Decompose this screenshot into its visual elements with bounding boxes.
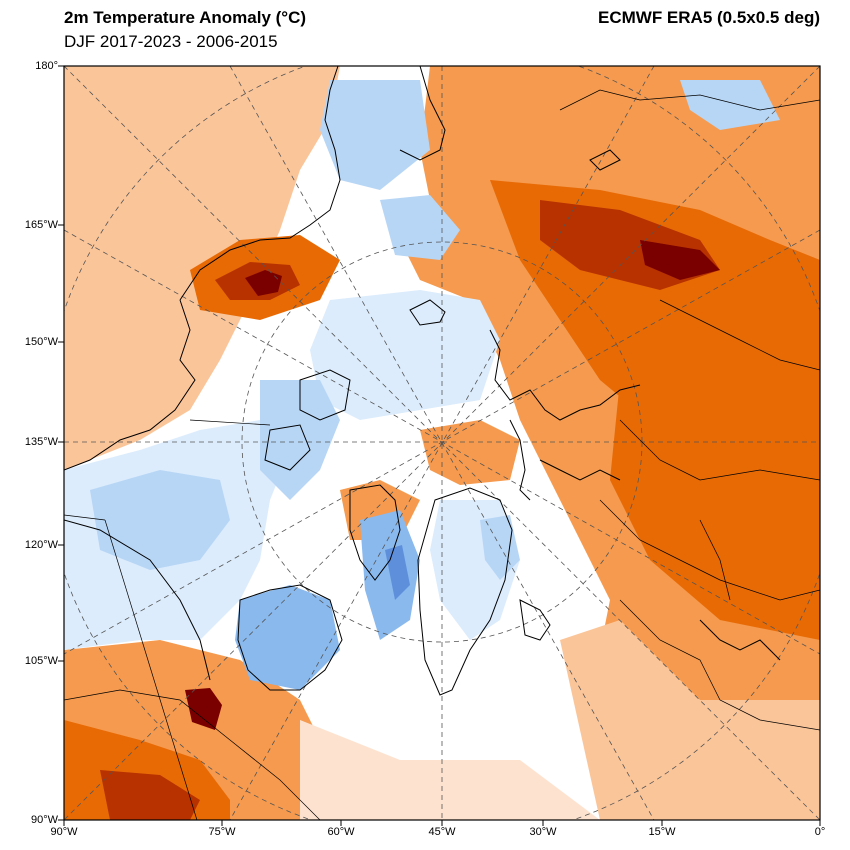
left-tick-label: 150°W <box>24 336 58 348</box>
warm-core-hudson <box>185 688 222 730</box>
cool-region-archipelago <box>260 380 340 500</box>
anomaly-field <box>64 66 820 820</box>
bottom-tick-label: 0° <box>814 826 826 838</box>
warm-patch-arctic <box>420 420 520 485</box>
warm-core-us-dark <box>100 770 200 820</box>
bottom-tick-label: 15°W <box>648 826 676 838</box>
left-tick-label: 135°W <box>24 436 58 448</box>
cool-patch-chukchi <box>380 195 460 260</box>
bottom-tick-label: 75°W <box>208 826 236 838</box>
warm-core-east <box>610 380 820 640</box>
warm-core-bering-max <box>245 270 282 296</box>
cool-region-hudson-bay <box>235 585 340 690</box>
left-tick-label: 105°W <box>24 655 58 667</box>
left-tick-label: 165°W <box>24 219 58 231</box>
map-subtitle: DJF 2017-2023 - 2006-2015 <box>64 32 278 51</box>
cool-patch-north-siberia <box>680 80 780 130</box>
political-borders <box>64 89 820 820</box>
left-tick-label: 120°W <box>24 539 58 551</box>
cool-region-alaska <box>320 80 430 190</box>
warm-region-south-center <box>300 720 600 820</box>
cool-core-baffin <box>385 545 410 600</box>
coastlines <box>64 66 781 696</box>
cool-region-arctic-ocean <box>310 290 500 420</box>
bottom-tick-label: 90°W <box>50 826 78 838</box>
left-tick-label: 90°W <box>30 814 58 826</box>
bottom-tick-label: 30°W <box>529 826 557 838</box>
bottom-tick-label: 45°W <box>428 826 456 838</box>
bottom-tick-label: 60°W <box>327 826 355 838</box>
tick-marks <box>58 65 821 826</box>
warm-core-far-east <box>640 240 720 280</box>
left-tick-label: 180° <box>35 60 58 72</box>
warm-region-faint-south <box>560 620 820 820</box>
map-title: 2m Temperature Anomaly (°C) <box>64 8 307 27</box>
data-source-label: ECMWF ERA5 (0.5x0.5 deg) <box>598 8 820 27</box>
